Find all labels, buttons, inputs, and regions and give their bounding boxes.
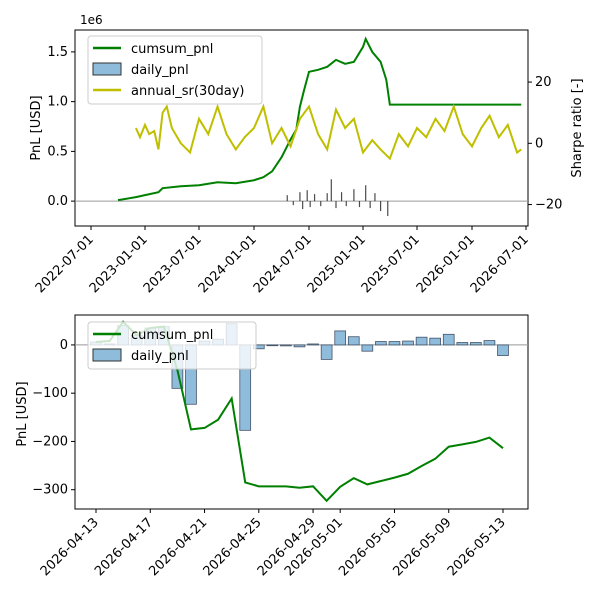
top-legend-label-0: cumsum_pnl: [131, 42, 213, 57]
top-legend-label-1: daily_pnl: [131, 63, 189, 78]
top-legend-swatch-1: [92, 62, 122, 76]
top-data-layer: [75, 36, 528, 217]
top-offset-text: 1e6: [80, 13, 103, 27]
bottom-legend-box: [87, 321, 257, 370]
daily-pnl-bar-20: [361, 344, 374, 352]
daily-pnl-bar-17: [320, 344, 333, 360]
daily-pnl-bar-22: [388, 341, 401, 346]
top-legend: cumsum_pnl daily_pnl annual_sr(30day): [87, 35, 263, 105]
bottom-legend: cumsum_pnl daily_pnl: [87, 321, 257, 370]
daily-pnl-bar-21: [375, 341, 387, 346]
top-y-right-tick-label: 0: [535, 136, 543, 151]
chart-bottom: −300−200−10002026-04-132026-04-172026-04…: [15, 314, 529, 579]
top-y-left-tick-label: 0.5: [47, 144, 68, 159]
bottom-x-tick-label: 2026-05-13: [445, 515, 509, 579]
daily-pnl-bar-15: [293, 344, 306, 348]
daily-pnl-bar-29: [483, 340, 496, 346]
top-x-tick-label: 2024-01-01: [196, 232, 260, 296]
bottom-legend-label-0: cumsum_pnl: [131, 328, 213, 343]
chart-top: 0.00.51.01.5−200202022-07-012023-01-0120…: [29, 13, 585, 296]
daily-pnl-bar-16: [307, 343, 319, 346]
daily-pnl-bar-14: [280, 344, 292, 347]
daily-pnl-bar-23: [402, 340, 414, 346]
top-y-right-tick-label: 20: [535, 75, 552, 90]
top-y-left-tick-label: 1.0: [47, 95, 68, 110]
daily-pnl-bar-27: [456, 342, 469, 346]
top-x-tick-label: 2023-07-01: [141, 232, 205, 296]
top-y-right-label: Sharpe ratio [-]: [570, 78, 585, 177]
bottom-legend-swatch-1: [92, 348, 122, 362]
daily-pnl-bar-28: [470, 342, 482, 346]
top-y-left-label: PnL [USD]: [29, 95, 44, 160]
top-legend-box: [87, 35, 263, 105]
daily-pnl-bar-26: [442, 333, 455, 346]
top-x-tick-label: 2026-07-01: [468, 232, 532, 296]
daily-pnl-bar-30: [497, 344, 509, 356]
daily-pnl-bar-13: [266, 344, 279, 347]
top-x-tick-label: 2025-07-01: [359, 232, 423, 296]
top-y-right-tick-label: −20: [535, 198, 562, 213]
cumsum-pnl-line: [117, 36, 522, 202]
bottom-y-tick-label: −300: [32, 483, 68, 498]
top-y-left-tick-label: 1.5: [47, 45, 68, 60]
top-y-left-tick-label: 0.0: [47, 194, 68, 209]
bottom-legend-label-1: daily_pnl: [131, 349, 189, 364]
bottom-y-left-label: PnL [USD]: [15, 381, 30, 446]
daily-pnl-bar-25: [429, 337, 441, 346]
bottom-y-tick-label: −100: [32, 386, 68, 401]
top-legend-label-2: annual_sr(30day): [131, 84, 244, 99]
sharpe-ratio-line: [134, 103, 522, 161]
daily-pnl-bar-19: [347, 336, 360, 346]
bottom-y-tick-label: −200: [32, 434, 68, 449]
daily-pnl-bar-24: [415, 336, 428, 346]
bottom-y-tick-label: 0: [60, 338, 68, 353]
daily-pnl-bar-18: [334, 330, 347, 346]
